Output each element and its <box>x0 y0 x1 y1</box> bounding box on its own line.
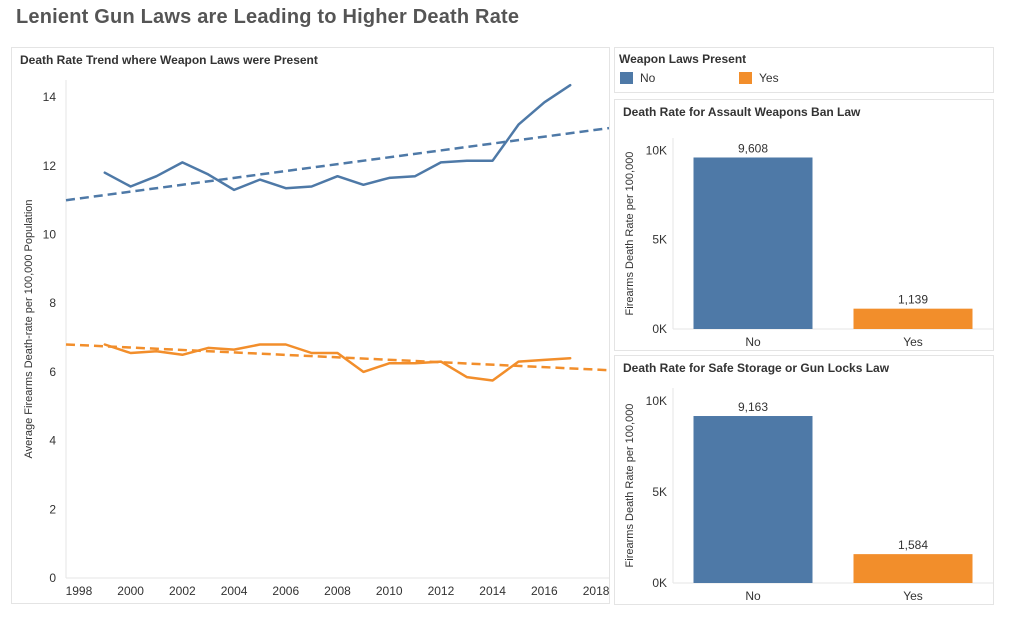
y-tick-label: 6 <box>49 365 56 379</box>
legend-title: Weapon Laws Present <box>619 52 747 66</box>
x-tick-label: 1998 <box>66 584 93 598</box>
series-line-no <box>103 83 572 192</box>
series-line-yes <box>103 343 572 382</box>
x-tick-label: 2006 <box>272 584 299 598</box>
assault-ban-chart-title: Death Rate for Assault Weapons Ban Law <box>623 105 861 119</box>
legend-swatch-yes <box>739 72 752 84</box>
x-tick-label-yes: Yes <box>903 335 923 349</box>
bar-yes <box>853 308 973 329</box>
y-tick-label: 2 <box>49 502 56 516</box>
assault-ban-chart: 0K 5K 10K Firearms Death Rate per 100,000 9,… <box>624 138 993 349</box>
trend-chart-title: Death Rate Trend where Weapon Laws were … <box>20 53 318 67</box>
legend-label-no: No <box>640 71 656 85</box>
y-tick-label: 5K <box>652 233 667 247</box>
bar-value-label-no: 9,163 <box>738 400 768 414</box>
trend-line-no <box>65 126 609 202</box>
trend-chart: 0 2 4 6 8 10 12 14 1998 2000 2002 2004 2006 2008 2010 2… <box>23 80 609 598</box>
legend: Weapon Laws Present No Yes <box>614 47 994 93</box>
x-tick-label: 2014 <box>479 584 506 598</box>
y-tick-label: 0 <box>49 571 56 585</box>
x-tick-label-yes: Yes <box>903 589 923 603</box>
legend-swatch-no <box>620 72 633 84</box>
safe-storage-chart-title: Death Rate for Safe Storage or Gun Locks… <box>623 361 890 375</box>
y-tick-label: 12 <box>43 159 57 173</box>
bar-no <box>693 416 813 583</box>
y-tick-label: 14 <box>43 90 57 104</box>
legend-label-yes: Yes <box>759 71 779 85</box>
x-tick-label: 2002 <box>169 584 196 598</box>
y-tick-label: 10 <box>43 228 57 242</box>
y-axis-label: Firearms Death Rate per 100,000 <box>624 152 636 316</box>
y-tick-label: 0K <box>652 322 667 336</box>
x-tick-label: 2008 <box>324 584 351 598</box>
y-axis-label: Firearms Death Rate per 100,000 <box>624 404 636 568</box>
x-tick-label: 2000 <box>117 584 144 598</box>
x-tick-label: 2016 <box>531 584 558 598</box>
safe-storage-chart: 0K 5K 10K Firearms Death Rate per 100,000 9,… <box>624 388 993 603</box>
bar-value-label-yes: 1,139 <box>898 293 928 307</box>
bar-yes <box>853 554 973 583</box>
bar-no <box>693 157 813 329</box>
y-tick-label: 10K <box>646 143 667 157</box>
y-tick-label: 5K <box>652 485 667 499</box>
dashboard-title: Lenient Gun Laws are Leading to Higher D… <box>16 6 520 28</box>
trend-line-yes <box>65 343 609 372</box>
x-tick-label: 2018 <box>583 584 609 598</box>
x-tick-label-no: No <box>745 589 761 603</box>
x-tick-label: 2012 <box>428 584 455 598</box>
y-tick-label: 8 <box>49 296 56 310</box>
legend-item-yes[interactable]: Yes <box>739 71 779 85</box>
y-tick-label: 10K <box>646 394 667 408</box>
bar-value-label-no: 9,608 <box>738 141 768 155</box>
bar-value-label-yes: 1,584 <box>898 538 928 552</box>
safe-storage-chart-panel: Death Rate for Safe Storage or Gun Locks… <box>614 355 994 605</box>
trend-chart-panel: Death Rate Trend where Weapon Laws were … <box>11 47 610 604</box>
y-axis-label: Average Firearms Death-rate per 100,000 … <box>23 199 35 458</box>
legend-item-no[interactable]: No <box>620 71 655 85</box>
x-tick-label-no: No <box>745 335 761 349</box>
x-tick-label: 2004 <box>221 584 248 598</box>
x-tick-label: 2010 <box>376 584 403 598</box>
y-tick-label: 4 <box>49 434 56 448</box>
assault-ban-chart-panel: Death Rate for Assault Weapons Ban Law 0… <box>614 99 994 351</box>
y-tick-label: 0K <box>652 576 667 590</box>
